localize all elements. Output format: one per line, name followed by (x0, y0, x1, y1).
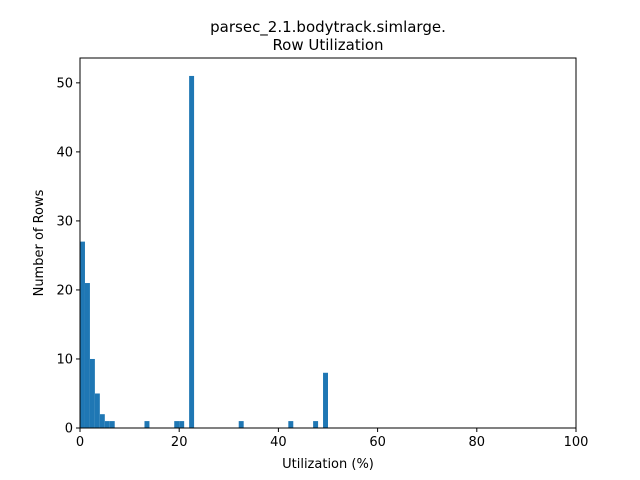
histogram-bar (94, 393, 100, 428)
y-tick-label: 30 (56, 214, 73, 229)
histogram-bar (80, 241, 85, 428)
histogram-bar (84, 283, 90, 428)
x-tick-label: 0 (76, 435, 84, 450)
x-tick-label: 80 (469, 435, 486, 450)
histogram-bar (179, 421, 185, 428)
histogram-bar (89, 358, 95, 428)
histogram-bar (174, 421, 180, 428)
chart-title-line-1: parsec_2.1.bodytrack.simlarge. (210, 18, 446, 37)
histogram-bar (189, 75, 195, 429)
histogram-bar (109, 421, 115, 428)
histogram-bar (104, 421, 110, 428)
y-tick-label: 20 (56, 283, 73, 298)
histogram-bar (323, 372, 328, 428)
x-axis-ticks: 0 20 40 60 80 100 (76, 428, 589, 450)
y-axis-title: Number of Rows (32, 189, 47, 296)
y-tick-label: 10 (56, 352, 73, 367)
x-tick-label: 60 (369, 435, 386, 450)
histogram-bar (144, 421, 150, 428)
bars-group (80, 75, 328, 429)
y-tick-label: 0 (65, 422, 73, 437)
chart-title-line-2: Row Utilization (272, 36, 383, 54)
y-tick-label: 40 (56, 145, 73, 160)
histogram-bar (238, 421, 244, 428)
y-axis-ticks: 0 10 20 30 40 50 (56, 76, 80, 437)
x-tick-label: 100 (564, 435, 589, 450)
x-tick-label: 40 (270, 435, 287, 450)
x-axis-title: Utilization (%) (282, 457, 374, 472)
histogram-bar (99, 414, 105, 428)
histogram-bar (313, 421, 319, 428)
plot-frame (79, 57, 577, 429)
y-tick-label: 50 (56, 76, 73, 91)
x-tick-label: 20 (171, 435, 188, 450)
histogram-bar (288, 421, 294, 428)
